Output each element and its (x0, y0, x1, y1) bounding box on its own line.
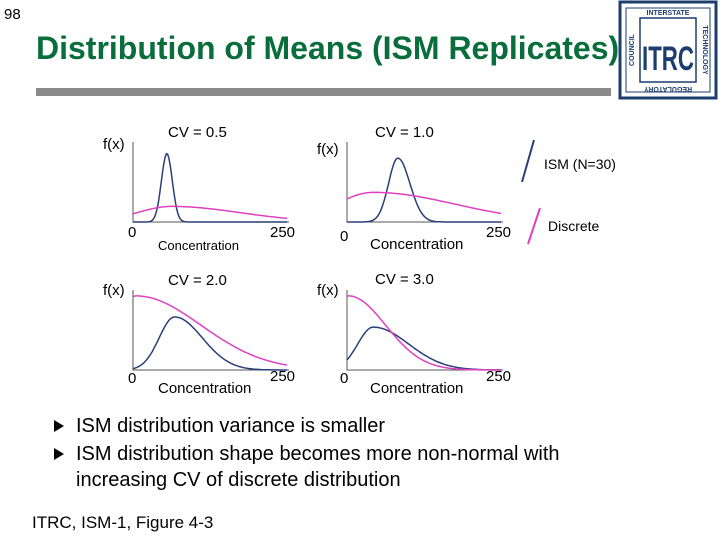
chart2-ylabel: f(x) (317, 141, 339, 158)
logo-left-text: COUNCIL (629, 33, 636, 66)
chart4-xlabel: Concentration (370, 380, 464, 397)
chart-axes (132, 290, 289, 371)
chart3-xlabel: Concentration (158, 380, 252, 397)
bullet-item: ISM distribution variance is smaller (52, 413, 652, 439)
series-line-discrete (346, 295, 501, 371)
chart1-x-tick-max: 250 (270, 224, 296, 241)
chart2-plot (345, 140, 505, 224)
chart-axes (346, 290, 503, 371)
chart2-x-tick-min: 0 (340, 228, 349, 245)
chart2-title: CV = 1.0 (375, 124, 434, 141)
bullet-arrow-icon (54, 448, 64, 460)
legend-discrete-swatch (524, 206, 544, 251)
logo-right-text: TECHNOLOGY (701, 25, 708, 75)
series-line-discrete (346, 191, 502, 215)
series-line-ism (346, 326, 501, 371)
bullet-text: ISM distribution variance is smaller (76, 415, 385, 437)
slide-title: Distribution of Means (ISM Replicates) (36, 30, 620, 66)
bullet-item: ISM distribution shape becomes more non-… (52, 441, 652, 493)
legend-ism-label: ISM (N=30) (544, 156, 616, 172)
series-line-discrete (132, 205, 288, 220)
bullet-list: ISM distribution variance is smaller ISM… (52, 413, 652, 495)
series-line-discrete (132, 295, 288, 366)
chart4-title: CV = 3.0 (375, 271, 434, 288)
chart3-ylabel: f(x) (103, 282, 125, 299)
chart1-xlabel: Concentration (158, 238, 239, 253)
chart4-x-tick-max: 250 (486, 368, 512, 385)
chart2-xlabel: Concentration (370, 236, 464, 253)
bullet-text: ISM distribution shape becomes more non-… (76, 443, 560, 491)
slide-number: 98 (4, 6, 21, 23)
itrc-logo: INTERSTATE REGULATORY COUNCIL TECHNOLOGY… (618, 0, 718, 100)
source-footer: ITRC, ISM-1, Figure 4-3 (32, 513, 214, 532)
legend-discrete-label: Discrete (548, 218, 600, 234)
logo-bottom-text: REGULATORY (644, 85, 692, 92)
chart4-x-tick-min: 0 (340, 370, 349, 387)
series-line-ism (347, 157, 501, 223)
series-line-ism (133, 152, 287, 223)
series-line-ism (132, 316, 287, 371)
title-divider (36, 88, 611, 96)
logo-top-text: INTERSTATE (647, 10, 690, 17)
chart1-plot (131, 140, 291, 224)
chart3-x-tick-min: 0 (128, 370, 137, 387)
chart1-ylabel: f(x) (103, 136, 125, 153)
chart3-x-tick-max: 250 (270, 368, 296, 385)
bullet-arrow-icon (54, 420, 64, 432)
chart4-plot (345, 288, 505, 372)
chart2-x-tick-max: 250 (486, 224, 512, 241)
chart4-ylabel: f(x) (317, 282, 339, 299)
logo-main-text: ITRC (642, 40, 694, 78)
chart3-plot (131, 288, 291, 372)
chart1-x-tick-min: 0 (128, 224, 137, 241)
chart3-title: CV = 2.0 (168, 272, 227, 289)
chart1-title: CV = 0.5 (168, 124, 227, 141)
legend-ism-swatch (518, 138, 538, 189)
